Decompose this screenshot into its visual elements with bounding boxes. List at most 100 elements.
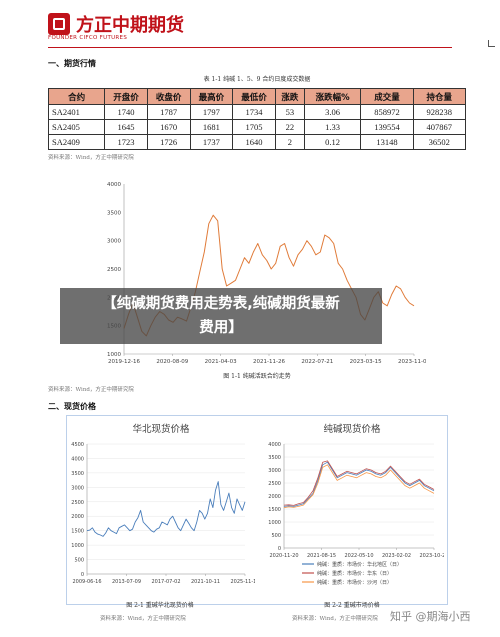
x-tick-label: 2020-08-09: [156, 359, 188, 365]
y-tick-label: 4000: [71, 456, 84, 462]
brand-name-en: FOUNDER CIFCO FUTURES: [48, 35, 128, 41]
y-tick-label: 0: [278, 546, 281, 552]
table-cell: 928238: [412, 104, 467, 120]
x-tick-label: 2013-07-09: [112, 579, 141, 585]
y-tick-label: 3500: [107, 210, 121, 216]
x-tick-label: 2022-05-10: [344, 553, 373, 559]
north-china-spot-chart: 华北现货价格 0 500 1000 1500 2000 2500 3000 3500 4000 45…: [71, 423, 255, 585]
table-caption: 表 1-1 纯碱 1、5、9 合约日度成交数据: [203, 76, 311, 83]
left-chart-caption: 图 2-1 重碱华北现货价格: [126, 602, 194, 609]
table-cell: 1726: [146, 134, 191, 150]
y-tick-label: 1500: [268, 507, 281, 513]
table-cell: 3.06: [303, 104, 362, 120]
y-tick-label: 2500: [268, 481, 281, 487]
table-cell: SA2405: [47, 119, 106, 135]
table-cell: 1737: [189, 134, 234, 150]
main-chart-source-note: 资料来源：Wind，方正中期研究院: [48, 387, 134, 393]
column-header: 成交量: [360, 88, 414, 105]
x-tick-label: 2021-10-11: [191, 579, 220, 585]
chart-title: 华北现货价格: [132, 423, 190, 435]
y-tick-label: 2000: [268, 494, 281, 500]
y-tick-label: 4000: [107, 182, 121, 188]
y-tick-label: 1000: [107, 352, 121, 358]
zhihu-watermark: 知乎 @期海小西: [390, 610, 471, 623]
soda-ash-spot-chart: 纯碱现货价格 0 500 1000 1500 2000 2500 3000 3500 4000 20…: [268, 423, 444, 586]
y-tick-label: 1500: [71, 529, 84, 535]
x-tick-label: 2025-11-19: [230, 579, 255, 585]
table-cell: SA2401: [47, 104, 106, 120]
table-cell: 1.33: [303, 119, 362, 135]
x-tick-label: 2022-07-21: [301, 359, 333, 365]
article-title-banner: [60, 288, 382, 344]
y-tick-label: 4500: [71, 442, 84, 448]
series-line: [86, 481, 246, 537]
y-tick-label: 3500: [268, 455, 281, 461]
right-chart-source-note: 资料来源：Wind，方正中期研究院: [292, 616, 378, 622]
y-tick-label: 2000: [71, 514, 84, 520]
series-line: [283, 464, 435, 509]
y-tick-label: 0: [81, 572, 84, 578]
table-header-row: 合约 开盘价 收盘价 最高价 最低价 涨跌 涨跌幅% 成交量 持仓量: [47, 88, 467, 105]
x-tick-label: 2023-02-02: [382, 553, 411, 559]
table-cell: 0.12: [303, 134, 362, 150]
table-cell: 1670: [146, 119, 191, 135]
table-cell: 139554: [360, 119, 414, 135]
y-tick-label: 3000: [268, 468, 281, 474]
x-tick-label: 2023-03-15: [350, 359, 382, 365]
table-cell: 407867: [412, 119, 467, 135]
table-cell: 1723: [104, 134, 148, 150]
series-line: [283, 460, 435, 506]
table-cell: 2: [274, 134, 305, 150]
section-title-futures: 一、期货行情: [48, 59, 96, 68]
legend-label: 纯碱：重质：市场价：华东（日）: [317, 570, 392, 577]
header-divider: [48, 47, 452, 48]
table-cell: 36502: [412, 134, 467, 150]
x-tick-label: 2021-08-15: [307, 553, 336, 559]
x-tick-label: 2023-10-28: [419, 553, 444, 559]
legend-label: 纯碱：重质：市场价：沙河（日）: [317, 579, 392, 586]
column-header: 收盘价: [146, 88, 191, 105]
table-row: SA2405 1645 1670 1681 1705 22 1.33 13955…: [47, 119, 467, 135]
table-row: SA2409 1723 1726 1737 1640 2 0.12 13148 …: [47, 134, 467, 150]
table-cell: 1740: [104, 104, 148, 120]
brand-name-cn: 方正中期期货: [76, 15, 184, 36]
series-line: [283, 461, 435, 507]
corner-crop-mark: [488, 40, 495, 47]
y-tick-label: 1000: [268, 520, 281, 526]
article-title-line1: 【纯碱期货费用走势表,纯碱期货最新: [102, 296, 340, 312]
report-header: 方正中期期货 FOUNDER CIFCO FUTURES: [0, 0, 500, 48]
column-header: 涨跌幅%: [303, 88, 362, 105]
y-tick-label: 4000: [268, 442, 281, 448]
futures-data-table: 合约 开盘价 收盘价 最高价 最低价 涨跌 涨跌幅% 成交量 持仓量 SA240…: [47, 88, 467, 150]
x-tick-label: 2009-06-16: [72, 579, 101, 585]
table-cell: 1734: [232, 104, 276, 120]
table-cell: 1645: [104, 119, 148, 135]
table-cell: 1640: [232, 134, 276, 150]
article-title: 【纯碱期货费用走势表,纯碱期货最新 费用】: [60, 288, 382, 340]
x-tick-label: 2021-11-26: [253, 359, 285, 365]
y-tick-label: 500: [271, 533, 281, 539]
chart-title: 纯碱现货价格: [323, 423, 381, 435]
brand-logo-icon: [48, 13, 70, 35]
column-header: 持仓量: [412, 88, 467, 105]
table-cell: 1681: [189, 119, 234, 135]
x-tick-label: 2020-11-20: [269, 553, 298, 559]
section-title-spot: 二、现货价格: [48, 402, 96, 411]
column-header: 最低价: [232, 88, 276, 105]
column-header: 涨跌: [274, 88, 305, 105]
table-cell: 1797: [189, 104, 234, 120]
column-header: 合约: [47, 88, 106, 105]
main-chart-caption: 图 1-1 纯碱活跃合约走势: [223, 373, 291, 380]
column-header: 开盘价: [104, 88, 148, 105]
y-tick-label: 2500: [71, 500, 84, 506]
table-cell: SA2409: [47, 134, 106, 150]
x-tick-label: 2019-12-16: [108, 359, 140, 365]
table-cell: 1787: [146, 104, 191, 120]
x-tick-label: 2023-11-07: [398, 359, 426, 365]
left-chart-source-note: 资料来源：Wind，方正中期研究院: [100, 616, 186, 622]
y-tick-label: 1000: [71, 543, 84, 549]
column-header: 最高价: [189, 88, 234, 105]
table-cell: 858972: [360, 104, 414, 120]
y-tick-label: 3000: [71, 485, 84, 491]
table-cell: 1705: [232, 119, 276, 135]
